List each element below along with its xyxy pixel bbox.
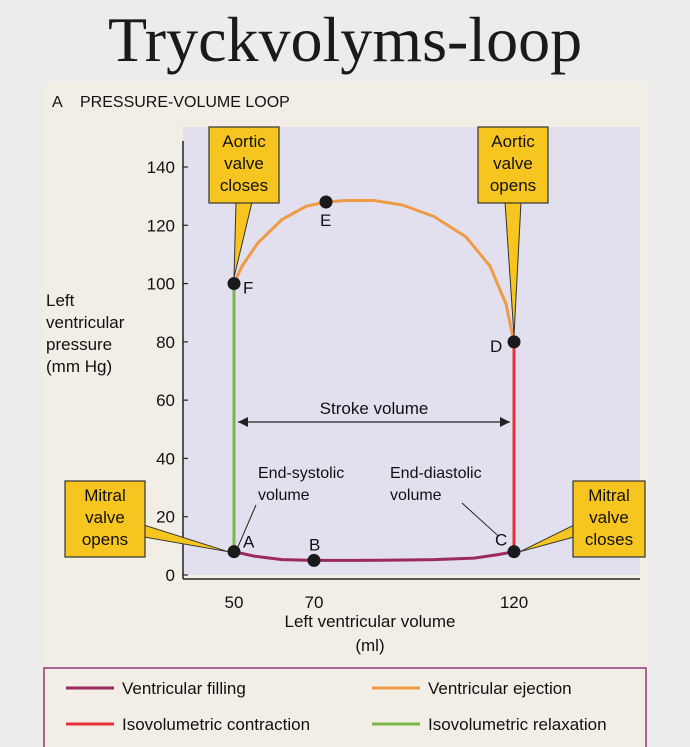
- point-label-C: C: [495, 531, 507, 550]
- end-systolic-leader: [237, 504, 257, 547]
- y-axis-label: ventricular: [46, 313, 125, 332]
- stroke-volume-label: Stroke volume: [320, 399, 429, 418]
- x-axis-label: Left ventricular volume: [284, 612, 455, 631]
- callout-text-mitral-closes: valve: [589, 508, 629, 527]
- y-tick-label: 80: [156, 333, 175, 352]
- stroke-volume-arrowhead-right: [500, 417, 510, 427]
- figure-panel: 0 20 40 60 80 100 120 140 50 70 120 A B C D E F A PRESSU…: [42, 83, 648, 747]
- callout-text-mitral-opens: valve: [85, 508, 125, 527]
- y-tick-label: 40: [156, 449, 175, 468]
- point-label-E: E: [320, 211, 331, 230]
- point-label-A: A: [243, 533, 255, 552]
- end-diastolic-label: volume: [390, 487, 442, 504]
- slide-title: Tryckvolyms-loop: [107, 4, 583, 75]
- callout-text-mitral-opens: Mitral: [84, 486, 126, 505]
- stroke-volume-arrowhead-left: [238, 417, 248, 427]
- end-diastolic-leader: [461, 502, 499, 537]
- chart-title: PRESSURE-VOLUME LOOP: [80, 94, 290, 111]
- legend-label: Isovolumetric relaxation: [428, 715, 607, 734]
- point-A: [227, 545, 241, 559]
- pressure-volume-chart: 0 20 40 60 80 100 120 140 50 70 120 A B C D E F A PRESSU…: [43, 94, 647, 747]
- y-axis-label: Left: [46, 291, 75, 310]
- end-systolic-label: volume: [258, 487, 310, 504]
- callout-text-aortic-opens: Aortic: [491, 132, 535, 151]
- callout-text-aortic-closes: closes: [220, 176, 268, 195]
- x-tick-label: 120: [500, 593, 528, 612]
- callout-text-aortic-opens: valve: [493, 154, 533, 173]
- y-tick-label: 140: [147, 158, 175, 177]
- legend-label: Isovolumetric contraction: [122, 715, 310, 734]
- legend-label: Ventricular ejection: [428, 679, 572, 698]
- point-label-B: B: [309, 535, 320, 554]
- y-axis-label: (mm Hg): [46, 357, 112, 376]
- callout-box-mitral-opens: [64, 480, 146, 558]
- callout-box-aortic-opens: [477, 126, 549, 204]
- legend-box: [43, 667, 647, 747]
- callout-text-mitral-closes: closes: [585, 530, 633, 549]
- end-diastolic-label: End-diastolic: [390, 465, 482, 482]
- point-label-F: F: [243, 279, 253, 298]
- y-tick-label: 20: [156, 508, 175, 527]
- callout-box-mitral-closes: [572, 480, 646, 558]
- point-D: [507, 335, 521, 349]
- callout-text-aortic-closes: Aortic: [222, 132, 266, 151]
- callout-text-mitral-opens: opens: [82, 530, 128, 549]
- y-tick-label: 100: [147, 275, 175, 294]
- y-tick-label: 60: [156, 391, 175, 410]
- point-label-D: D: [490, 337, 502, 356]
- y-tick-label: 120: [147, 216, 175, 235]
- point-C: [507, 545, 521, 559]
- point-B: [307, 553, 321, 567]
- callout-box-aortic-closes: [208, 126, 280, 204]
- callout-text-mitral-closes: Mitral: [588, 486, 630, 505]
- x-tick-label: 50: [225, 593, 244, 612]
- x-axis-label: (ml): [355, 636, 384, 655]
- y-tick-label: 0: [166, 566, 175, 585]
- point-E: [319, 195, 333, 209]
- point-F: [227, 277, 241, 291]
- callout-text-aortic-opens: opens: [490, 176, 536, 195]
- x-tick-label: 70: [305, 593, 324, 612]
- panel-label: A: [52, 94, 63, 111]
- y-axis-label: pressure: [46, 335, 112, 354]
- series-line-ventricular-ejection: [232, 199, 516, 344]
- series-line-ventricular-filling: [232, 550, 516, 562]
- callout-text-aortic-closes: valve: [224, 154, 264, 173]
- legend-label: Ventricular filling: [122, 679, 246, 698]
- end-systolic-label: End-systolic: [258, 465, 344, 482]
